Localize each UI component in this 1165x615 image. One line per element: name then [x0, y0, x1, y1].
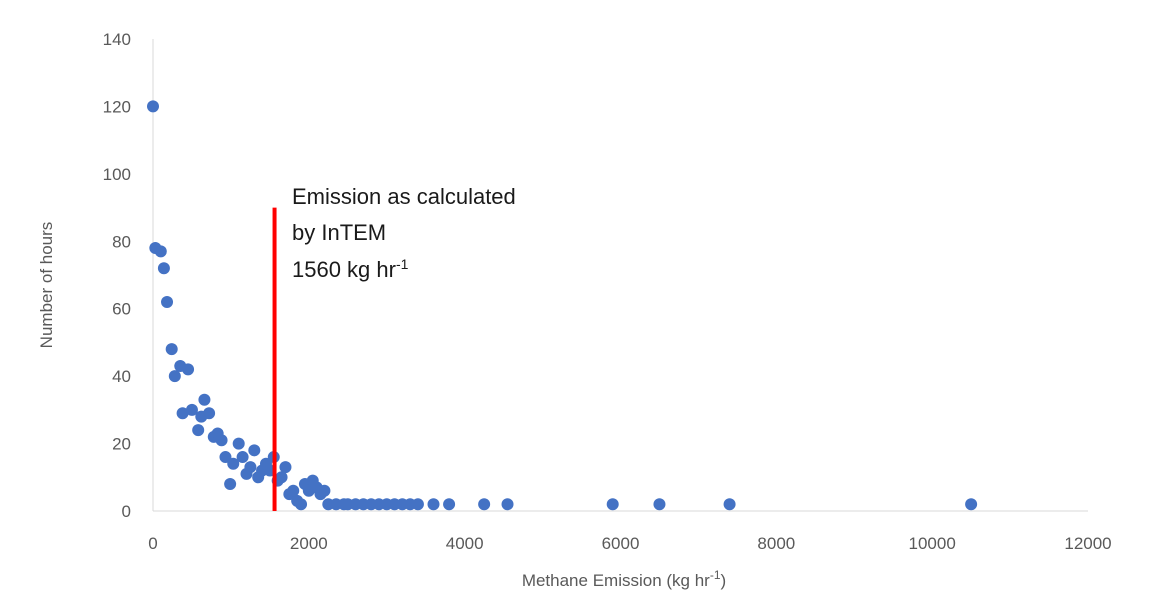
data-point — [232, 437, 245, 450]
data-point — [161, 295, 174, 308]
annotation-superscript: -1 — [396, 256, 409, 272]
data-point — [248, 444, 261, 457]
data-point — [219, 451, 232, 464]
data-point — [965, 498, 978, 511]
data-point — [244, 461, 257, 474]
x-tick-label: 10000 — [909, 534, 956, 553]
x-tick-labels: 0 2000 4000 6000 8000 10000 12000 — [148, 534, 1111, 553]
data-point — [318, 484, 331, 497]
y-tick-label: 80 — [112, 232, 131, 251]
x-tick-label: 0 — [148, 534, 157, 553]
data-point — [192, 424, 205, 437]
data-point — [275, 471, 288, 484]
y-tick-labels: 0 20 40 60 80 100 120 140 — [103, 30, 131, 521]
x-axis-title-superscript: -1 — [710, 568, 721, 582]
data-point — [224, 478, 237, 491]
data-point — [154, 245, 167, 258]
data-point — [176, 407, 189, 420]
axes — [152, 39, 1088, 512]
y-tick-label: 60 — [112, 300, 131, 319]
data-point — [411, 498, 424, 511]
intem-annotation: Emission as calculated by InTEM 1560 kg … — [292, 184, 516, 282]
y-tick-label: 20 — [112, 435, 131, 454]
x-axis-title: Methane Emission (kg hr-1) — [522, 568, 726, 590]
data-point — [723, 498, 736, 511]
y-tick-label: 100 — [103, 165, 131, 184]
data-point — [185, 403, 198, 416]
x-tick-label: 4000 — [446, 534, 484, 553]
data-point — [478, 498, 491, 511]
data-point — [427, 498, 440, 511]
y-tick-label: 40 — [112, 367, 131, 386]
annotation-line-3: 1560 kg hr-1 — [292, 256, 409, 282]
data-point — [227, 457, 240, 470]
data-point — [653, 498, 666, 511]
x-tick-label: 6000 — [602, 534, 640, 553]
data-point — [443, 498, 456, 511]
annotation-line-1: Emission as calculated — [292, 184, 516, 209]
data-point — [157, 262, 170, 275]
x-tick-label: 12000 — [1064, 534, 1111, 553]
x-axis-title-main: Methane Emission (kg hr — [522, 571, 710, 590]
data-point — [198, 393, 211, 406]
data-point — [295, 498, 308, 511]
y-tick-label: 0 — [122, 502, 131, 521]
x-axis-title-end: ) — [721, 571, 727, 590]
data-point — [215, 434, 228, 447]
x-tick-label: 8000 — [757, 534, 795, 553]
annotation-line-2: by InTEM — [292, 220, 386, 245]
annotation-value: 1560 kg hr — [292, 257, 396, 282]
data-point — [147, 100, 159, 113]
data-point — [168, 370, 181, 383]
data-point — [203, 407, 216, 420]
data-points — [147, 100, 978, 511]
y-tick-label: 140 — [103, 30, 131, 49]
x-tick-label: 2000 — [290, 534, 328, 553]
data-point — [287, 484, 300, 497]
y-tick-label: 120 — [103, 97, 131, 116]
data-point — [606, 498, 619, 511]
data-point — [182, 363, 195, 376]
data-point — [501, 498, 514, 511]
data-point — [236, 451, 249, 464]
data-point — [165, 343, 178, 356]
y-axis-title: Number of hours — [37, 222, 56, 349]
data-point — [279, 461, 292, 474]
